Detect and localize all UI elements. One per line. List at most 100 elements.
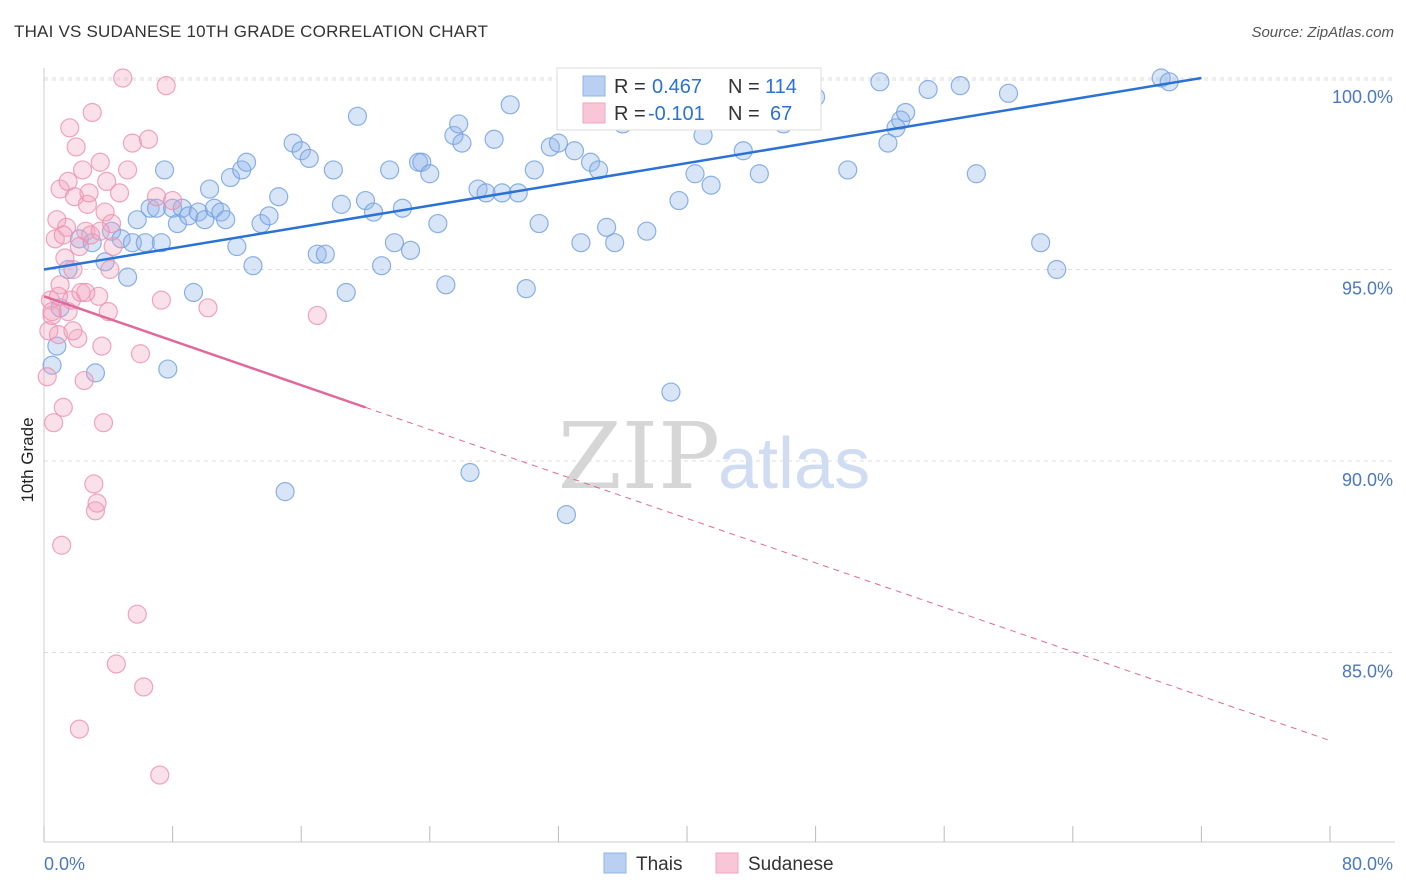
- correlation-legend: R = 0.467 N = 114 R = -0.101 N = 67: [556, 67, 822, 131]
- data-point-thais-12: [127, 210, 147, 230]
- x-tick-label-min: 0.0%: [44, 854, 85, 874]
- data-point-sudanese-31: [84, 474, 104, 494]
- data-point-thais-16: [151, 233, 171, 253]
- y-tick-label-85: 85.0%: [1342, 662, 1393, 682]
- data-point-thais-56: [412, 152, 432, 172]
- data-point-thais-21: [172, 198, 192, 218]
- data-point-sudanese-25: [74, 370, 94, 391]
- data-point-thais-54: [400, 240, 421, 260]
- series-sudanese-points: [37, 68, 327, 785]
- data-point-sudanese-29: [81, 225, 101, 245]
- data-point-thais-24: [188, 202, 208, 222]
- data-point-sudanese-63: [76, 282, 96, 303]
- data-point-sudanese-35: [90, 152, 110, 172]
- data-point-thais-44: [323, 160, 343, 180]
- axes: [43, 68, 1395, 843]
- data-point-thais-20: [167, 213, 188, 234]
- y-tick-label-95: 95.0%: [1342, 279, 1393, 299]
- legend-n-value-thais: 114: [765, 76, 797, 98]
- data-point-thais-91: [685, 164, 705, 184]
- data-point-thais-106: [918, 79, 938, 100]
- data-point-thais-41: [299, 148, 319, 169]
- data-point-thais-57: [420, 164, 440, 184]
- legend-n-value-sudanese: 67: [770, 103, 792, 125]
- data-point-sudanese-64: [63, 321, 83, 341]
- data-point-sudanese-41: [100, 259, 120, 280]
- trend-line-thais: [43, 76, 1202, 271]
- data-point-sudanese-1: [39, 321, 59, 341]
- data-point-thais-43: [315, 244, 335, 264]
- data-point-thais-50: [371, 256, 392, 276]
- series-legend: Thais Sudanese: [603, 852, 834, 875]
- data-point-thais-30: [220, 167, 241, 188]
- data-point-sudanese-16: [60, 118, 80, 138]
- data-point-thais-15: [146, 198, 167, 218]
- data-point-thais-62: [452, 133, 472, 153]
- data-point-thais-105: [896, 102, 916, 123]
- y-tick-label-100: 100.0%: [1332, 87, 1393, 107]
- trend-line-sudanese-solid: [43, 295, 366, 409]
- data-point-thais-33: [236, 152, 257, 172]
- data-point-sudanese-50: [130, 344, 151, 364]
- data-point-thais-5: [82, 233, 102, 253]
- data-point-thais-38: [275, 482, 295, 502]
- data-point-sudanese-44: [106, 654, 126, 674]
- data-point-thais-66: [484, 129, 504, 149]
- data-point-thais-40: [291, 141, 311, 161]
- data-point-sudanese-62: [53, 225, 73, 245]
- tick-labels: 85.0% 90.0% 95.0% 100.0% 0.0% 80.0%: [44, 87, 1393, 874]
- data-point-sudanese-4: [44, 413, 64, 433]
- data-point-sudanese-52: [138, 129, 159, 149]
- data-point-sudanese-55: [156, 76, 176, 96]
- data-point-thais-89: [669, 190, 689, 211]
- bottom-legend-label-sudanese: Sudanese: [748, 854, 834, 875]
- data-point-thais-74: [548, 133, 569, 153]
- y-tick-label-90: 90.0%: [1342, 470, 1393, 490]
- data-point-thais-77: [571, 233, 591, 253]
- data-point-sudanese-46: [113, 68, 133, 88]
- legend-r-label-thais: R =: [614, 76, 646, 98]
- data-point-sudanese-33: [87, 493, 107, 513]
- data-point-thais-0: [42, 355, 62, 375]
- data-point-thais-6: [85, 363, 106, 383]
- data-point-sudanese-42: [101, 213, 122, 234]
- y-axis-title: 10th Grade: [18, 417, 37, 502]
- data-point-thais-52: [384, 233, 405, 253]
- data-point-sudanese-58: [69, 719, 89, 739]
- data-point-thais-100: [838, 160, 858, 180]
- watermark-zip: ZIP: [558, 403, 720, 510]
- data-point-thais-8: [101, 221, 122, 241]
- trend-line-sudanese-dashed: [365, 406, 1331, 742]
- watermark-atlas: atlas: [718, 424, 870, 504]
- data-point-thais-60: [444, 125, 464, 146]
- data-point-sudanese-57: [163, 190, 183, 211]
- data-point-thais-75: [556, 505, 577, 525]
- data-point-sudanese-49: [127, 604, 147, 624]
- data-point-sudanese-60: [307, 305, 327, 326]
- data-point-thais-71: [524, 160, 544, 180]
- data-point-thais-22: [179, 206, 199, 226]
- data-point-thais-110: [1031, 233, 1051, 253]
- data-point-thais-107: [950, 76, 970, 96]
- data-point-sudanese-39: [97, 171, 117, 192]
- data-point-thais-29: [216, 210, 236, 230]
- data-point-thais-109: [998, 83, 1019, 103]
- data-point-thais-108: [966, 164, 986, 184]
- data-point-thais-31: [227, 236, 247, 257]
- data-point-thais-78: [580, 152, 601, 172]
- data-point-thais-34: [243, 256, 263, 276]
- data-point-thais-68: [500, 95, 520, 115]
- data-point-thais-88: [661, 382, 681, 402]
- data-point-sudanese-20: [66, 137, 86, 157]
- data-point-thais-17: [154, 160, 175, 180]
- data-point-thais-70: [516, 279, 536, 299]
- data-point-thais-111: [1047, 259, 1067, 280]
- legend-r-value-sudanese: -0.101: [648, 103, 705, 125]
- data-point-thais-85: [637, 221, 657, 241]
- data-point-thais-72: [529, 213, 549, 234]
- data-point-sudanese-7: [48, 325, 69, 345]
- data-point-thais-76: [564, 141, 585, 161]
- data-point-thais-9: [111, 229, 131, 249]
- data-point-sudanese-24: [72, 160, 93, 180]
